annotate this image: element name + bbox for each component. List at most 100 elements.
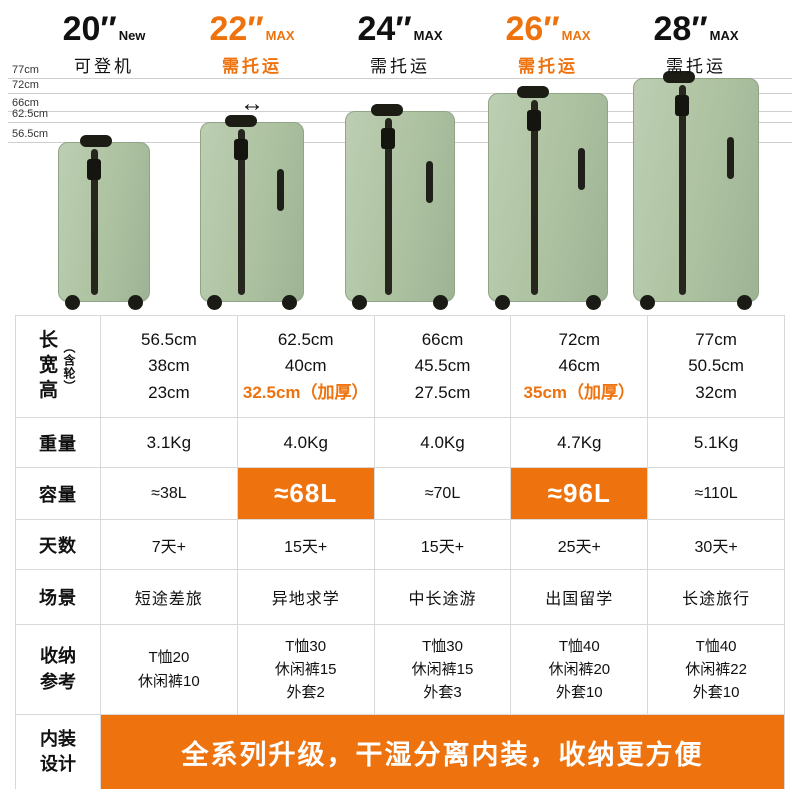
days-28: 30天+ <box>648 520 785 570</box>
size-number: 24″ <box>357 10 412 48</box>
suitcase-col-22: ↔ <box>178 0 326 315</box>
storage-24: T恤30 休闲裤15 外套3 <box>374 625 512 715</box>
size-tag: MAX <box>561 28 591 43</box>
zipper-stripe <box>237 129 245 295</box>
tsa-lock <box>233 139 248 160</box>
height-label: 77cm <box>12 64 39 76</box>
row-label-interior: 内装设计 <box>16 715 101 789</box>
dim-width: 45.5cm <box>414 356 471 376</box>
height-label: 62.5cm <box>12 108 49 120</box>
weight-24: 4.0Kg <box>374 418 512 468</box>
dim-width: 38cm <box>148 356 190 376</box>
weight-22: 4.0Kg <box>237 418 375 468</box>
storage-label: 收纳参考 <box>40 646 76 692</box>
gridline-72cm <box>8 93 792 94</box>
dims-26: 72cm 46cm 35cm（加厚） <box>511 316 649 418</box>
storage-line: 外套10 <box>692 684 740 702</box>
top-handle <box>371 104 404 116</box>
dim-length: 56.5cm <box>141 329 197 349</box>
suitcase-26: ↔ <box>488 81 608 310</box>
capacity-24: ≈70L <box>374 468 512 520</box>
size-header-row: 20″ New 可登机 22″ MAX 需托运 24″ MAX 需托运 26″ … <box>30 12 770 77</box>
zipper-stripe <box>91 149 99 295</box>
dim-depth-highlight: 35cm（加厚） <box>523 382 636 402</box>
size-header-24: 24″ MAX 需托运 <box>326 12 474 77</box>
width-expand-arrow-icon: ↔ <box>240 90 264 117</box>
size-header-22: 22″ MAX 需托运 <box>178 12 326 77</box>
size-tag: MAX <box>709 28 739 43</box>
size-header-28: 28″ MAX 需托运 <box>622 12 770 77</box>
zipper-stripe <box>384 118 392 295</box>
storage-line: T恤30 <box>422 637 463 655</box>
capacity-20: ≈38L <box>101 468 238 520</box>
size-header-20: 20″ New 可登机 <box>30 12 178 77</box>
size-header-26: 26″ MAX 需托运 <box>474 12 622 77</box>
top-handle <box>80 135 113 147</box>
capacity-22-highlight: ≈68L <box>237 468 375 520</box>
suitcase-wheel <box>207 295 222 310</box>
scene-26: 出国留学 <box>511 570 649 625</box>
row-label-days: 天数 <box>16 520 101 570</box>
suitcase-wheel <box>737 295 752 310</box>
storage-line: 外套2 <box>286 684 325 702</box>
zipper-stripe <box>678 85 686 295</box>
size-number: 28″ <box>653 10 708 48</box>
dims-label: 长宽高 <box>38 330 58 401</box>
storage-line: 休闲裤10 <box>138 672 200 690</box>
capacity-28: ≈110L <box>648 468 785 520</box>
days-20: 7天+ <box>101 520 238 570</box>
suitcase-body <box>200 122 304 302</box>
suitcase-col-24 <box>326 0 474 315</box>
size-subtitle: 可登机 <box>74 57 134 76</box>
storage-line: T恤20 <box>148 649 190 667</box>
suitcase-wheel <box>640 295 655 310</box>
storage-22: T恤30 休闲裤15 外套2 <box>237 625 375 715</box>
size-subtitle: 需托运 <box>666 57 726 76</box>
weight-28: 5.1Kg <box>648 418 785 468</box>
row-label-storage: 收纳参考 <box>16 625 101 715</box>
suitcase-wheel <box>65 295 80 310</box>
suitcase-col-28 <box>622 0 770 315</box>
storage-line: T恤30 <box>285 637 327 655</box>
scene-22: 异地求学 <box>237 570 375 625</box>
dim-width: 46cm <box>558 356 601 376</box>
top-handle <box>663 71 696 83</box>
dim-length: 77cm <box>695 329 737 349</box>
tsa-lock <box>87 159 102 180</box>
size-subtitle: 需托运 <box>222 57 282 76</box>
size-tag: MAX <box>413 28 443 43</box>
dims-20: 56.5cm 38cm 23cm <box>101 316 238 418</box>
gridline-77cm <box>8 78 792 79</box>
suitcase-wheel <box>352 295 367 310</box>
dim-length: 62.5cm <box>277 329 334 349</box>
dim-width: 40cm <box>284 356 327 376</box>
suitcase-col-20 <box>30 0 178 315</box>
row-label-weight: 重量 <box>16 418 101 468</box>
days-22: 15天+ <box>237 520 375 570</box>
tsa-lock <box>380 128 395 149</box>
storage-line: 休闲裤22 <box>685 660 747 678</box>
suitcase-body <box>345 111 455 302</box>
height-label: 72cm <box>12 79 39 91</box>
size-number: 22″ <box>209 10 264 48</box>
suitcase-wheel <box>586 295 601 310</box>
suitcase-col-26: ↔ <box>474 0 622 315</box>
suitcase-body <box>633 78 759 302</box>
height-label: 56.5cm <box>12 128 49 140</box>
size-number: 20″ <box>62 10 117 48</box>
suitcase-body <box>58 142 150 302</box>
dims-label-sub: （含轮） <box>62 340 76 393</box>
dim-length: 72cm <box>558 329 601 349</box>
storage-line: 休闲裤20 <box>548 660 611 678</box>
storage-line: T恤40 <box>695 637 737 655</box>
comparison-table: 长宽高 （含轮） 56.5cm 38cm 23cm 62.5cm 40cm 32… <box>15 315 785 789</box>
side-handle <box>276 169 284 212</box>
weight-20: 3.1Kg <box>101 418 238 468</box>
interior-banner: 全系列升级，干湿分离内装，收纳更方便 <box>101 715 785 789</box>
suitcase-body <box>488 93 608 302</box>
tsa-lock <box>527 110 542 131</box>
suitcase-wheel <box>128 295 143 310</box>
dim-depth: 32cm <box>695 382 737 402</box>
top-handle <box>224 115 257 127</box>
storage-line: 休闲裤15 <box>411 660 474 678</box>
